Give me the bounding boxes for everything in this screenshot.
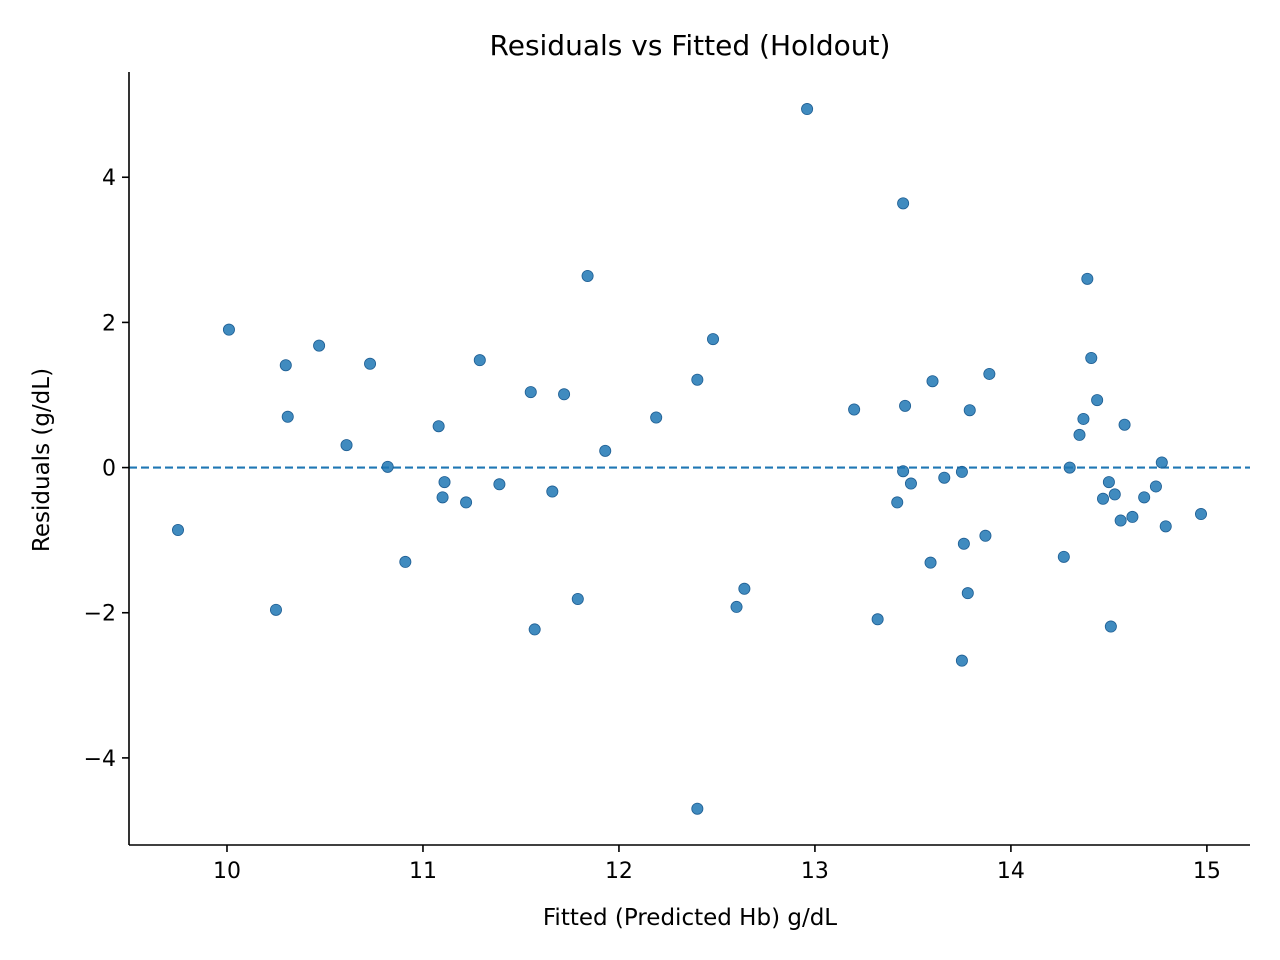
data-point [801,103,814,116]
data-point [899,399,912,412]
data-point [1195,508,1208,521]
data-point [961,587,974,600]
data-point [269,603,282,616]
data-point [1097,492,1110,505]
data-point [871,613,884,626]
x-tick-label: 12 [605,859,633,884]
data-point [891,496,904,509]
data-point [848,403,861,416]
data-point [171,523,184,536]
data-point [1114,514,1127,527]
y-tick-label: 2 [102,311,116,336]
data-point [979,529,992,542]
data-point [1159,520,1172,533]
data-point [1073,428,1086,441]
data-point [558,388,571,401]
y-tick-label: 0 [102,457,116,482]
y-tick-label: −2 [84,602,116,627]
data-point [897,465,910,478]
data-point [546,485,559,498]
data-point [1149,480,1162,493]
y-axis-label: Residuals (g/dL) [29,368,55,552]
data-point [1091,394,1104,407]
data-point [1118,418,1131,431]
data-point [1077,412,1090,425]
data-point [399,555,412,568]
data-point [983,367,996,380]
data-point [438,476,451,489]
data-point [730,600,743,613]
y-tick-label: 4 [102,166,116,191]
data-point [279,359,292,372]
data-point [571,592,584,605]
data-point [707,333,720,346]
data-point [926,375,939,388]
data-point [1126,510,1139,523]
data-point [957,537,970,550]
data-point [1057,550,1070,563]
data-point [897,197,910,210]
data-point [691,802,704,815]
data-point [581,269,594,282]
data-point [281,410,294,423]
data-point [1102,476,1115,489]
data-point [436,491,449,504]
data-point [1138,491,1151,504]
y-tick-label: −4 [84,747,116,772]
data-point [691,373,704,386]
x-axis-label: Fitted (Predicted Hb) g/dL [543,905,837,931]
data-point [924,556,937,569]
y-axis-ticks: −4 −2 0 2 4 [84,166,129,772]
data-point [738,582,751,595]
data-point [313,339,326,352]
data-point [460,496,473,509]
data-point [1155,456,1168,469]
data-point [1063,461,1076,474]
data-point [340,439,353,452]
data-point [955,465,968,478]
data-point [904,477,917,490]
x-tick-label: 15 [1193,859,1221,884]
data-point [955,654,968,667]
data-point [222,323,235,336]
x-axis-ticks: 10 11 12 13 14 15 [213,845,1221,884]
data-point [1085,351,1098,364]
data-points [171,103,1208,815]
x-tick-label: 10 [213,859,241,884]
data-point [938,471,951,484]
data-point [1081,272,1094,285]
data-point [524,386,537,399]
x-tick-label: 11 [409,859,437,884]
data-point [1108,488,1121,501]
data-point [528,623,541,636]
data-point [650,411,663,424]
data-point [493,478,506,491]
chart-title: Residuals vs Fitted (Holdout) [490,29,891,62]
plot-area [129,103,1250,815]
data-point [963,404,976,417]
data-point [432,420,445,433]
data-point [599,444,612,457]
x-tick-label: 14 [997,859,1025,884]
data-point [473,354,486,367]
data-point [1104,620,1117,633]
data-point [364,357,377,370]
x-tick-label: 13 [801,859,829,884]
data-point [381,460,394,473]
